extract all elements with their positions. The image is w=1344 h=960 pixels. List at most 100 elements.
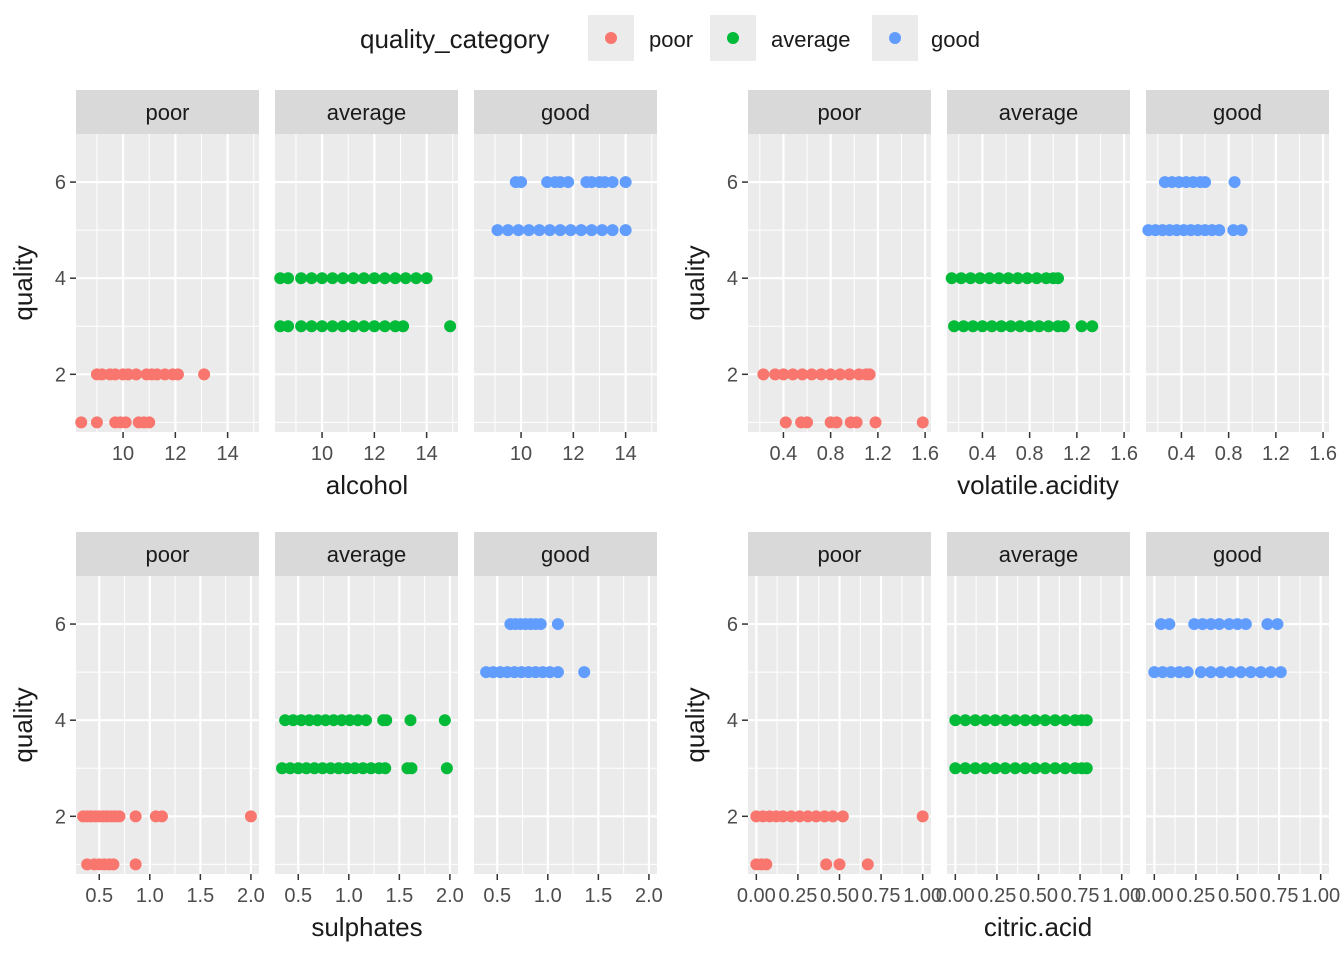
data-point bbox=[103, 858, 116, 871]
y-tick-label: 6 bbox=[727, 614, 738, 636]
legend-label-average: average bbox=[771, 27, 851, 52]
data-point bbox=[1075, 714, 1088, 727]
data-point bbox=[863, 368, 876, 381]
y-tick-label: 2 bbox=[55, 364, 66, 386]
data-point bbox=[1029, 762, 1042, 775]
data-point bbox=[1011, 272, 1024, 285]
data-point bbox=[1165, 176, 1178, 189]
data-point bbox=[1051, 320, 1064, 333]
data-point bbox=[1156, 666, 1169, 679]
facet-label-good: good bbox=[541, 542, 590, 567]
data-point bbox=[519, 618, 532, 631]
x-tick-label: 0.25 bbox=[778, 885, 817, 907]
data-point bbox=[1170, 224, 1183, 237]
data-point bbox=[1204, 666, 1217, 679]
data-point bbox=[343, 714, 356, 727]
data-point bbox=[541, 176, 554, 189]
data-point bbox=[810, 810, 823, 823]
data-point bbox=[769, 368, 782, 381]
data-point bbox=[1173, 666, 1186, 679]
data-point bbox=[1033, 320, 1046, 333]
facet-strip bbox=[76, 90, 259, 134]
x-axis-title: sulphates bbox=[311, 912, 422, 942]
data-point bbox=[1244, 666, 1257, 679]
data-point bbox=[801, 810, 814, 823]
data-point bbox=[1214, 666, 1227, 679]
data-point bbox=[97, 810, 110, 823]
data-point bbox=[1030, 272, 1043, 285]
data-point bbox=[830, 416, 843, 429]
data-point bbox=[1069, 762, 1082, 775]
data-point bbox=[326, 320, 339, 333]
data-point bbox=[98, 858, 111, 871]
data-point bbox=[295, 714, 308, 727]
data-point bbox=[1235, 224, 1248, 237]
data-point bbox=[81, 858, 94, 871]
data-point bbox=[122, 368, 135, 381]
data-point bbox=[1075, 762, 1088, 775]
panel-background bbox=[474, 576, 657, 874]
data-point bbox=[311, 714, 324, 727]
data-point bbox=[359, 714, 372, 727]
x-tick-label: 0.5 bbox=[85, 885, 113, 907]
data-point bbox=[444, 320, 457, 333]
data-point bbox=[282, 272, 295, 285]
data-point bbox=[529, 618, 542, 631]
x-tick-label: 0.00 bbox=[737, 885, 776, 907]
data-point bbox=[1086, 320, 1099, 333]
data-point bbox=[1156, 224, 1169, 237]
data-point bbox=[916, 416, 929, 429]
data-point bbox=[1213, 224, 1226, 237]
facet-label-average: average bbox=[999, 100, 1079, 125]
data-point bbox=[1199, 224, 1212, 237]
x-tick-label: 0.50 bbox=[1019, 885, 1058, 907]
data-point bbox=[1002, 272, 1015, 285]
data-point bbox=[1199, 176, 1212, 189]
data-point bbox=[1224, 666, 1237, 679]
data-point bbox=[598, 176, 611, 189]
data-point bbox=[1228, 176, 1241, 189]
data-point bbox=[606, 224, 619, 237]
x-tick-label: 0.4 bbox=[770, 443, 798, 465]
data-point bbox=[1080, 714, 1093, 727]
data-point bbox=[308, 762, 321, 775]
data-point bbox=[438, 714, 451, 727]
data-point bbox=[129, 858, 142, 871]
facet-strip bbox=[748, 532, 931, 576]
data-point bbox=[549, 176, 562, 189]
data-point bbox=[580, 176, 593, 189]
data-point bbox=[113, 810, 126, 823]
data-point bbox=[619, 176, 632, 189]
data-point bbox=[96, 368, 109, 381]
data-point bbox=[171, 368, 184, 381]
data-point bbox=[198, 368, 211, 381]
x-tick-label: 0.00 bbox=[936, 885, 975, 907]
data-point bbox=[1009, 714, 1022, 727]
data-point bbox=[1019, 762, 1032, 775]
x-tick-label: 0.8 bbox=[817, 443, 845, 465]
data-point bbox=[389, 320, 402, 333]
data-point bbox=[90, 368, 103, 381]
data-point bbox=[356, 762, 369, 775]
x-tick-label: 0.00 bbox=[1135, 885, 1174, 907]
data-point bbox=[554, 224, 567, 237]
data-point bbox=[75, 416, 88, 429]
panel-background bbox=[748, 576, 931, 874]
data-point bbox=[305, 272, 318, 285]
data-point bbox=[750, 810, 763, 823]
data-point bbox=[143, 416, 156, 429]
data-point bbox=[368, 320, 381, 333]
data-point bbox=[916, 810, 929, 823]
data-point bbox=[140, 368, 153, 381]
data-point bbox=[1049, 714, 1062, 727]
facet-strip bbox=[947, 532, 1130, 576]
x-tick-label: 0.4 bbox=[969, 443, 997, 465]
facet-strip bbox=[1146, 532, 1329, 576]
x-tick-label: 0.25 bbox=[977, 885, 1016, 907]
data-point bbox=[284, 762, 297, 775]
y-axis-title: quality bbox=[8, 687, 38, 762]
data-point bbox=[501, 224, 514, 237]
data-point bbox=[347, 272, 360, 285]
facet-strip bbox=[76, 532, 259, 576]
data-point bbox=[357, 320, 370, 333]
